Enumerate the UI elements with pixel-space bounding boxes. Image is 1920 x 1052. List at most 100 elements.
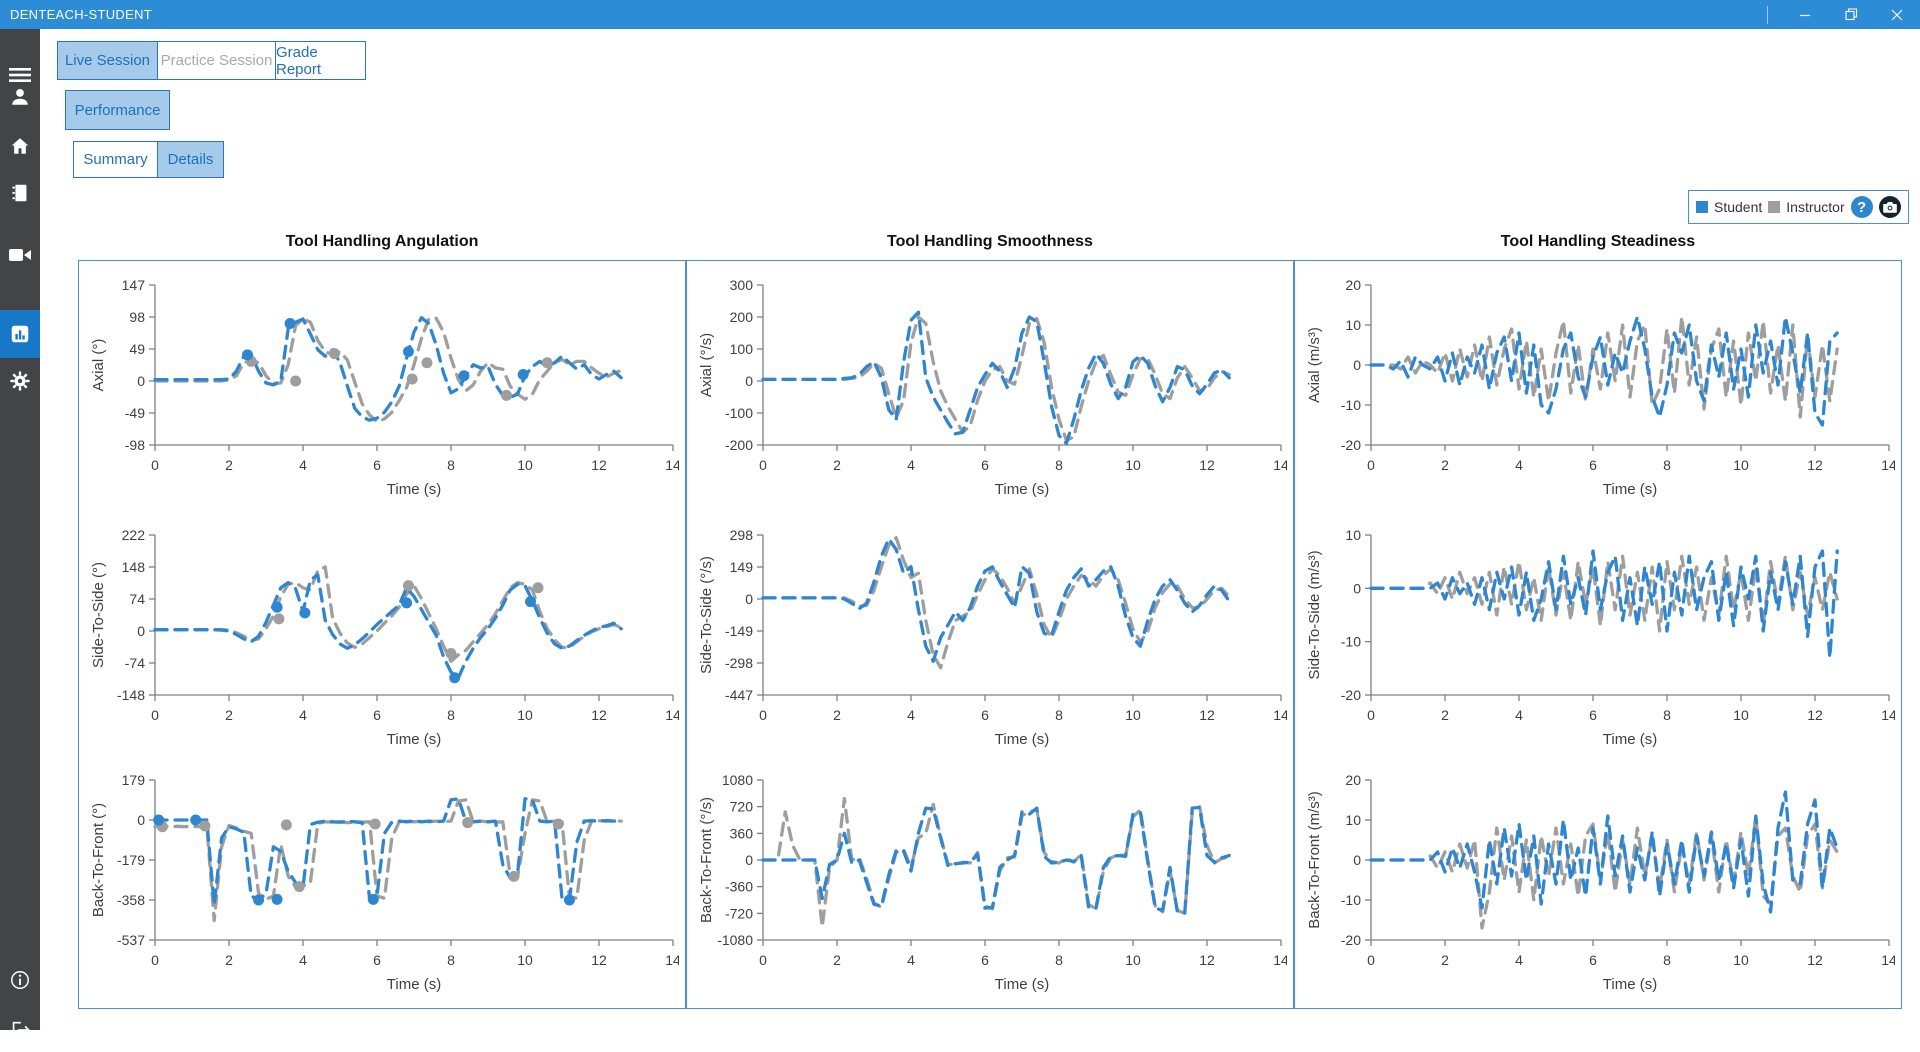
chart-smoothness-side: 298 149 0 -149 -298 -447 0 2 4 6 8 10 12 14 Time (s) Si… xyxy=(695,525,1289,770)
svg-text:4: 4 xyxy=(299,952,307,968)
svg-text:-20: -20 xyxy=(1341,932,1361,948)
svg-text:10: 10 xyxy=(1125,457,1141,473)
svg-text:14: 14 xyxy=(665,952,679,968)
svg-text:6: 6 xyxy=(1589,952,1597,968)
svg-text:14: 14 xyxy=(1881,457,1895,473)
svg-text:10: 10 xyxy=(517,707,533,723)
svg-text:0: 0 xyxy=(137,812,145,828)
svg-text:Axial (m/s³): Axial (m/s³) xyxy=(1306,327,1323,403)
legend-instructor-label: Instructor xyxy=(1786,199,1845,215)
svg-text:20: 20 xyxy=(1345,772,1361,788)
tab-practice-session[interactable]: Practice Session xyxy=(157,41,276,80)
svg-text:2: 2 xyxy=(225,707,233,723)
svg-text:2: 2 xyxy=(1441,707,1449,723)
svg-text:149: 149 xyxy=(730,559,754,575)
svg-text:Time (s): Time (s) xyxy=(387,481,441,498)
svg-text:10: 10 xyxy=(517,952,533,968)
chart-steadiness-axial: 20 10 0 -10 -20 0 2 4 6 8 10 12 14 Time (s) Axial (m/s… xyxy=(1303,275,1897,520)
person-icon[interactable] xyxy=(0,75,40,119)
svg-text:Side-To-Side (m/s³): Side-To-Side (m/s³) xyxy=(1306,550,1323,679)
svg-text:12: 12 xyxy=(1807,952,1823,968)
help-button[interactable]: ? xyxy=(1850,196,1873,218)
chart-smoothness-back: 1080 720 360 0 -360 -720 -1080 0 2 4 6 8 10 12 14 Time … xyxy=(695,770,1289,1008)
svg-text:8: 8 xyxy=(447,707,455,723)
svg-text:-1080: -1080 xyxy=(717,932,753,948)
svg-text:0: 0 xyxy=(1353,852,1361,868)
svg-text:0: 0 xyxy=(137,373,145,389)
svg-text:0: 0 xyxy=(151,707,159,723)
bar-chart-icon[interactable] xyxy=(0,310,40,358)
svg-text:6: 6 xyxy=(373,457,381,473)
svg-text:14: 14 xyxy=(1881,952,1895,968)
svg-text:12: 12 xyxy=(591,457,607,473)
svg-text:8: 8 xyxy=(1055,707,1063,723)
logout-icon[interactable] xyxy=(0,1008,40,1052)
chart-angulation-axial: 147 98 49 0 -49 -98 0 2 4 6 8 10 12 14 Time (s) Axial (… xyxy=(87,275,681,520)
tab-performance[interactable]: Performance xyxy=(65,90,170,130)
tab-live-session[interactable]: Live Session xyxy=(57,41,158,80)
svg-text:8: 8 xyxy=(1663,707,1671,723)
svg-text:0: 0 xyxy=(759,707,767,723)
svg-text:2: 2 xyxy=(833,457,841,473)
svg-text:10: 10 xyxy=(1733,707,1749,723)
chart-smoothness-axial: 300 200 100 0 -100 -200 0 2 4 6 8 10 12 14 Time (s) Axi… xyxy=(695,275,1289,520)
menu-icon[interactable] xyxy=(0,53,40,97)
tab-details[interactable]: Details xyxy=(157,141,224,178)
svg-text:98: 98 xyxy=(129,309,145,325)
titlebar-separator xyxy=(1767,5,1768,24)
svg-text:10: 10 xyxy=(1345,317,1361,333)
column-title-smoothness: Tool Handling Smoothness xyxy=(887,233,1093,250)
svg-text:-447: -447 xyxy=(725,687,753,703)
column-title-angulation: Tool Handling Angulation xyxy=(285,233,479,250)
home-icon[interactable] xyxy=(0,124,40,168)
svg-text:6: 6 xyxy=(981,952,989,968)
info-icon[interactable] xyxy=(0,958,40,1002)
svg-text:6: 6 xyxy=(1589,457,1597,473)
svg-text:-200: -200 xyxy=(725,437,753,453)
gear-icon[interactable] xyxy=(0,359,40,403)
svg-text:Axial (°/s): Axial (°/s) xyxy=(698,333,715,397)
svg-text:-298: -298 xyxy=(725,655,753,671)
svg-text:2: 2 xyxy=(833,707,841,723)
notebook-icon[interactable] xyxy=(0,171,40,215)
tab-summary[interactable]: Summary xyxy=(73,141,158,178)
tab-grade-report[interactable]: Grade Report xyxy=(275,41,366,80)
svg-text:10: 10 xyxy=(1125,952,1141,968)
svg-text:Back-To-Front (°/s): Back-To-Front (°/s) xyxy=(698,797,715,923)
svg-text:6: 6 xyxy=(981,707,989,723)
svg-text:8: 8 xyxy=(1663,457,1671,473)
svg-text:10: 10 xyxy=(1733,952,1749,968)
sidebar xyxy=(0,29,40,1039)
chart-angulation-back: 179 0 -179 -358 -537 0 2 4 6 8 10 12 14 Time (s) Back-… xyxy=(87,770,681,1008)
svg-text:-100: -100 xyxy=(725,405,753,421)
svg-text:-10: -10 xyxy=(1341,892,1361,908)
minimize-button[interactable] xyxy=(1782,0,1828,29)
svg-text:200: 200 xyxy=(730,309,754,325)
chart-angulation-side: 222 148 74 0 -74 -148 0 2 4 6 8 10 12 14 Time (s) Side-… xyxy=(87,525,681,770)
svg-text:0: 0 xyxy=(1353,357,1361,373)
close-button[interactable] xyxy=(1874,0,1920,29)
video-camera-icon[interactable] xyxy=(0,233,40,277)
svg-text:6: 6 xyxy=(981,457,989,473)
svg-text:4: 4 xyxy=(1515,457,1523,473)
svg-text:-20: -20 xyxy=(1341,437,1361,453)
svg-text:12: 12 xyxy=(1199,457,1215,473)
svg-text:-74: -74 xyxy=(125,655,145,671)
svg-text:8: 8 xyxy=(447,952,455,968)
svg-text:4: 4 xyxy=(1515,707,1523,723)
svg-text:-149: -149 xyxy=(725,623,753,639)
svg-text:0: 0 xyxy=(745,852,753,868)
svg-text:0: 0 xyxy=(1353,580,1361,596)
svg-text:4: 4 xyxy=(907,707,915,723)
maximize-button[interactable] xyxy=(1828,0,1874,29)
screenshot-button[interactable] xyxy=(1878,196,1901,218)
svg-text:Time (s): Time (s) xyxy=(387,731,441,748)
svg-text:2: 2 xyxy=(225,457,233,473)
svg-text:12: 12 xyxy=(1807,707,1823,723)
svg-text:4: 4 xyxy=(907,952,915,968)
svg-text:14: 14 xyxy=(1273,457,1287,473)
svg-text:-148: -148 xyxy=(117,687,145,703)
svg-text:8: 8 xyxy=(1663,952,1671,968)
svg-text:12: 12 xyxy=(1199,952,1215,968)
